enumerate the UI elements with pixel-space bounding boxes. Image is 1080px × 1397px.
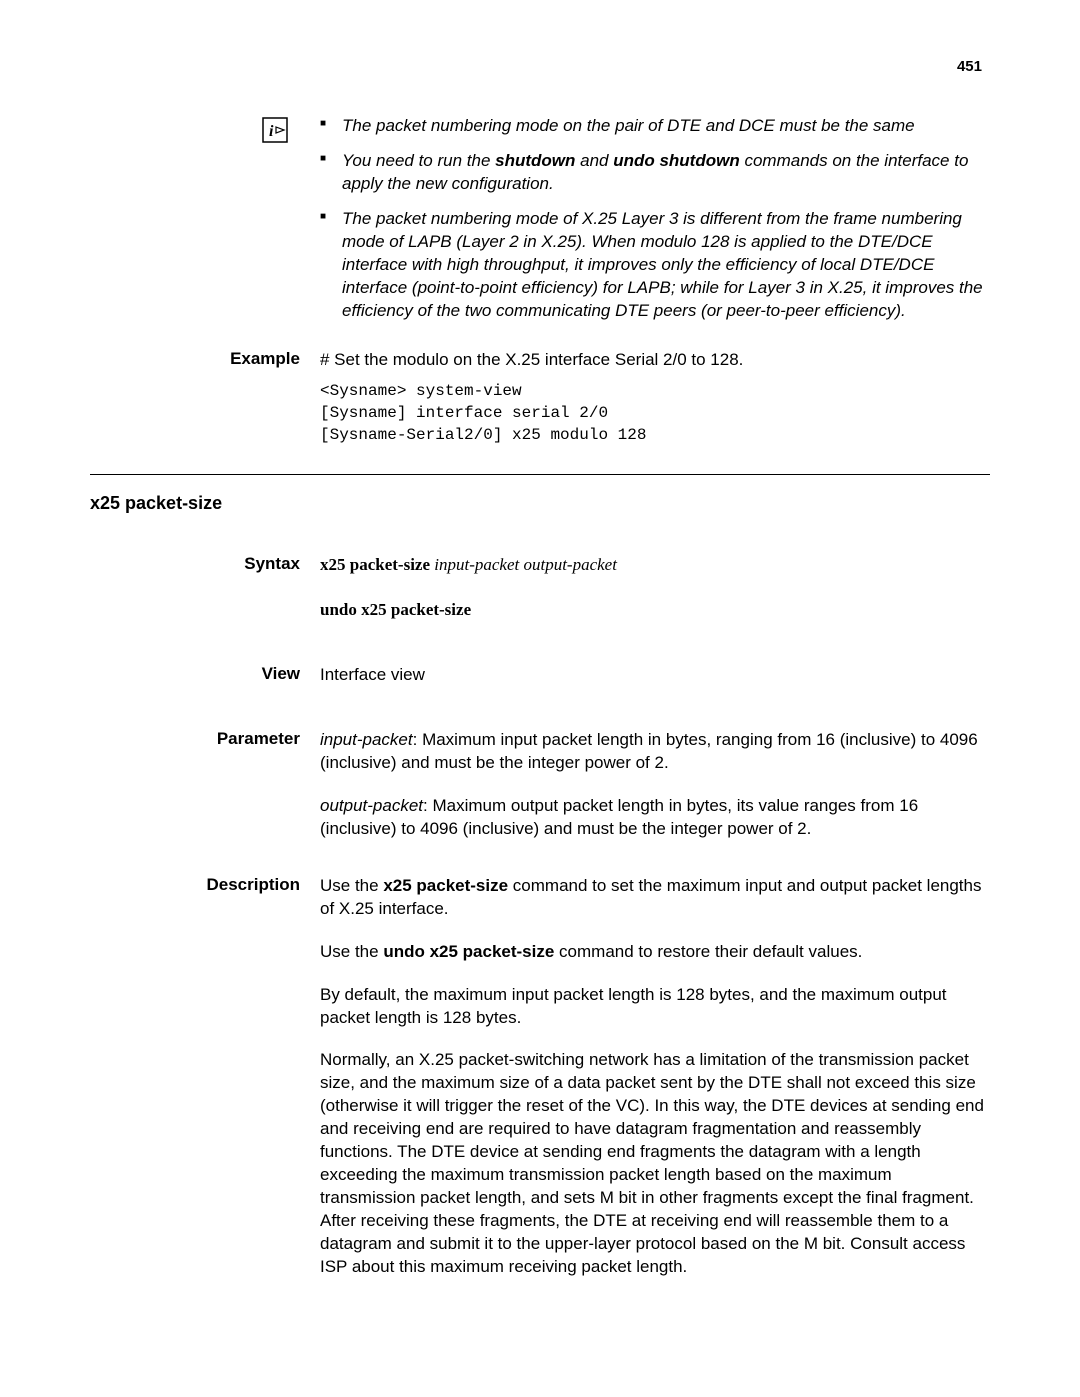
parameter-label: Parameter	[90, 729, 320, 861]
syntax-block: Syntax x25 packet-size input-packet outp…	[90, 554, 990, 622]
description-label: Description	[90, 875, 320, 1299]
desc-para-1: Use the x25 packet-size command to set t…	[320, 875, 990, 921]
syntax-line: x25 packet-size input-packet output-pack…	[320, 555, 617, 574]
note-text: You need to run the	[342, 151, 495, 170]
parameter-1: input-packet: Maximum input packet lengt…	[320, 729, 990, 775]
section-heading: x25 packet-size	[90, 493, 990, 514]
svg-text:i: i	[269, 123, 274, 140]
param-name: output-packet	[320, 796, 423, 815]
example-text: # Set the modulo on the X.25 interface S…	[320, 349, 990, 372]
note-text: and	[575, 151, 613, 170]
syntax-cmd: x25 packet-size	[320, 555, 430, 574]
page-content: i The packet numbering mode on the pair …	[90, 115, 990, 1299]
page-number: 451	[957, 58, 982, 75]
note-block: i The packet numbering mode on the pair …	[90, 115, 990, 335]
param-name: input-packet	[320, 730, 413, 749]
desc-text: Use the	[320, 942, 383, 961]
note-cmd: undo shutdown	[613, 151, 740, 170]
desc-para-4: Normally, an X.25 packet-switching netwo…	[320, 1049, 990, 1278]
info-icon: i	[262, 117, 288, 143]
desc-para-3: By default, the maximum input packet len…	[320, 984, 990, 1030]
example-block: Example # Set the modulo on the X.25 int…	[90, 349, 990, 447]
example-label: Example	[90, 349, 320, 447]
desc-text: command to restore their default values.	[554, 942, 862, 961]
desc-cmd: undo x25 packet-size	[383, 942, 554, 961]
note-item-3: The packet numbering mode of X.25 Layer …	[320, 208, 990, 323]
view-block: View Interface view	[90, 664, 990, 687]
syntax-label: Syntax	[90, 554, 320, 622]
note-text: The packet numbering mode on the pair of…	[342, 116, 915, 135]
section-divider	[90, 474, 990, 475]
note-list: The packet numbering mode on the pair of…	[320, 115, 990, 323]
syntax-undo: undo x25 packet-size	[320, 599, 990, 622]
note-item-1: The packet numbering mode on the pair of…	[320, 115, 990, 138]
desc-text: Use the	[320, 876, 383, 895]
description-block: Description Use the x25 packet-size comm…	[90, 875, 990, 1299]
example-code: <Sysname> system-view [Sysname] interfac…	[320, 381, 990, 446]
view-text: Interface view	[320, 664, 990, 687]
param-text: : Maximum input packet length in bytes, …	[320, 730, 978, 772]
parameter-block: Parameter input-packet: Maximum input pa…	[90, 729, 990, 861]
desc-para-2: Use the undo x25 packet-size command to …	[320, 941, 990, 964]
parameter-2: output-packet: Maximum output packet len…	[320, 795, 990, 841]
view-label: View	[90, 664, 320, 687]
note-item-2: You need to run the shutdown and undo sh…	[320, 150, 990, 196]
desc-cmd: x25 packet-size	[383, 876, 508, 895]
syntax-args: input-packet output-packet	[430, 555, 617, 574]
note-text: The packet numbering mode of X.25 Layer …	[342, 209, 983, 320]
note-cmd: shutdown	[495, 151, 575, 170]
